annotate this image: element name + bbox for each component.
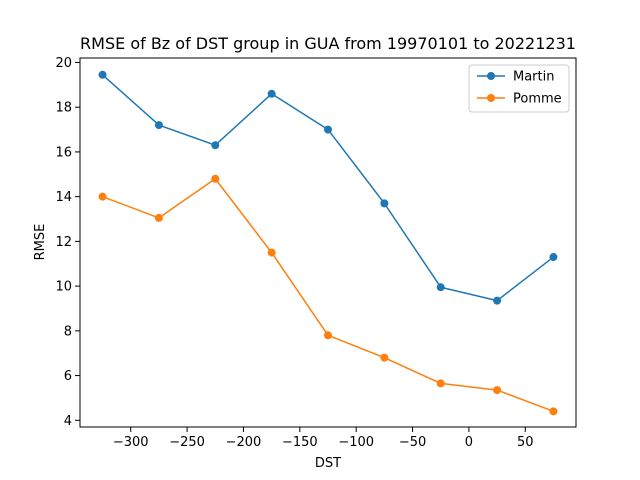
x-tick-label: −200 xyxy=(226,435,262,450)
y-tick-label: 18 xyxy=(55,101,72,116)
data-point-martin xyxy=(211,141,220,150)
legend-label-pomme: Pomme xyxy=(513,92,562,107)
data-point-martin xyxy=(549,253,558,262)
data-point-martin xyxy=(436,283,445,292)
y-tick-label: 20 xyxy=(55,56,72,71)
chart-title: RMSE of Bz of DST group in GUA from 1997… xyxy=(80,34,576,53)
legend-swatch-marker xyxy=(487,94,495,102)
y-tick-label: 12 xyxy=(55,235,72,250)
y-tick-label: 6 xyxy=(64,369,72,384)
y-tick-label: 8 xyxy=(64,324,72,339)
x-tick-label: 50 xyxy=(517,435,534,450)
y-tick-label: 14 xyxy=(55,190,72,205)
data-point-martin xyxy=(154,121,163,130)
data-point-pomme xyxy=(436,379,445,388)
data-point-pomme xyxy=(380,353,389,362)
y-tick-label: 16 xyxy=(55,145,72,160)
legend-label-martin: Martin xyxy=(513,70,554,85)
data-point-pomme xyxy=(324,331,332,340)
data-point-pomme xyxy=(154,213,163,222)
data-point-pomme xyxy=(549,407,558,416)
data-point-pomme xyxy=(98,192,107,201)
data-point-pomme xyxy=(493,386,502,395)
x-tick-label: 0 xyxy=(465,435,473,450)
x-tick-label: −50 xyxy=(399,435,426,450)
y-axis-label: RMSE xyxy=(33,224,48,261)
y-tick-label: 4 xyxy=(64,414,72,429)
x-tick-label: −150 xyxy=(282,435,318,450)
y-tick-label: 10 xyxy=(55,280,72,295)
legend-swatch-marker xyxy=(487,72,495,80)
x-tick-label: −300 xyxy=(113,435,149,450)
axes-frame xyxy=(79,57,577,428)
data-point-pomme xyxy=(211,174,220,183)
data-point-martin xyxy=(98,70,107,79)
data-point-martin xyxy=(380,199,389,208)
data-point-martin xyxy=(267,89,276,98)
plot-area: −300 −250 −200 −150 −100 −50 0 50 4 6 8 10 12 14 16 18 2… xyxy=(55,56,577,450)
x-axis-label: DST xyxy=(315,456,341,471)
data-point-martin xyxy=(324,125,332,134)
x-tick-label: −250 xyxy=(169,435,205,450)
x-tick-label: −100 xyxy=(338,435,374,450)
data-point-pomme xyxy=(267,248,276,257)
data-point-martin xyxy=(493,296,502,305)
